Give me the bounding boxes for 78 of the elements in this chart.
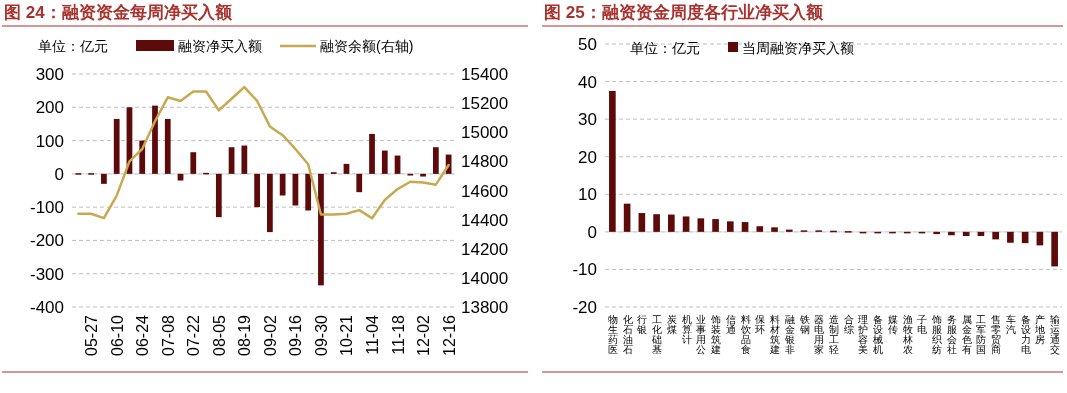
y-tick-label: 200 bbox=[35, 98, 64, 118]
x-tick-label: 计算机 bbox=[681, 314, 692, 345]
y-tick-label: 10 bbox=[578, 185, 597, 205]
x-tick-label: 家用电器 bbox=[814, 314, 825, 355]
x-tick-label: 轻工制造 bbox=[829, 314, 839, 355]
y-tick-label: -10 bbox=[572, 260, 597, 280]
x-tick-label: 12-02 bbox=[415, 314, 433, 356]
x-tick-label: 09-16 bbox=[287, 314, 305, 356]
y-tick-label: -400 bbox=[29, 298, 64, 317]
y-tick-label: 50 bbox=[578, 35, 597, 54]
title: 图 25：融资资金周度各行业净买入额 bbox=[544, 3, 823, 22]
x-tick-label: 农林牧渔 bbox=[901, 314, 913, 355]
x-tick-label: 电子 bbox=[917, 314, 928, 335]
x-tick-label: 纺织服饰 bbox=[931, 314, 943, 355]
x-tick-label: 建筑装饰 bbox=[710, 314, 722, 355]
legend-label: 融资余额(右轴) bbox=[320, 38, 414, 54]
x-tick-label: 基础化工 bbox=[651, 314, 663, 355]
y2-tick-label: 15400 bbox=[461, 65, 509, 84]
y-tick-label: 100 bbox=[35, 131, 64, 151]
y-tick-label: -100 bbox=[29, 198, 64, 218]
title: 图 24：融资资金每周净买入额 bbox=[4, 3, 232, 22]
x-tick-label: 综合 bbox=[843, 314, 854, 335]
x-tick-label: 08-05 bbox=[210, 314, 228, 356]
x-tick-label: 非银金融 bbox=[783, 314, 795, 355]
y-tick-label: -300 bbox=[29, 264, 64, 284]
y-tick-label: 300 bbox=[35, 65, 64, 84]
x-tick-label: 医药生物 bbox=[607, 314, 618, 355]
x-tick-label: 建筑材料 bbox=[769, 314, 781, 355]
x-tick-label: 09-02 bbox=[261, 314, 279, 356]
x-tick-label: 交通运输 bbox=[1050, 314, 1061, 355]
x-tick-label: 05-27 bbox=[83, 314, 101, 356]
y2-tick-label: 15000 bbox=[461, 123, 509, 143]
x-tick-label: 房地产 bbox=[1034, 314, 1046, 345]
x-tick-label: 06-10 bbox=[108, 314, 126, 356]
x-tick-label: 传媒 bbox=[887, 314, 898, 335]
x-tick-label: 通信 bbox=[725, 314, 736, 335]
x-tick-label: 电力设备 bbox=[1020, 314, 1031, 355]
x-tick-label: 08-19 bbox=[236, 314, 254, 356]
x-tick-label: 国防军工 bbox=[976, 314, 987, 355]
y-tick-label: 0 bbox=[587, 222, 597, 242]
y2-tick-label: 14800 bbox=[461, 152, 509, 172]
x-tick-label: 汽车 bbox=[1005, 314, 1016, 335]
x-tick-label: 公用事业 bbox=[696, 314, 707, 355]
x-tick-label: 石油石化 bbox=[622, 314, 633, 355]
y-tick-label: 20 bbox=[578, 147, 597, 167]
x-tick-label: 10-21 bbox=[338, 314, 356, 356]
x-tick-label: 商贸零售 bbox=[991, 314, 1002, 355]
x-tick-label: 食品饮料 bbox=[739, 314, 751, 355]
y2-tick-label: 14000 bbox=[461, 268, 509, 288]
x-tick-label: 钢铁 bbox=[798, 314, 810, 335]
x-tick-label: 煤炭 bbox=[666, 314, 677, 335]
x-tick-label: 美容护理 bbox=[857, 314, 869, 355]
x-tick-label: 07-08 bbox=[159, 314, 177, 356]
x-tick-label: 有色金属 bbox=[961, 314, 972, 355]
y2-tick-label: 14600 bbox=[461, 181, 509, 201]
x-tick-label: 银行 bbox=[636, 314, 648, 335]
y2-tick-label: 14200 bbox=[461, 239, 509, 259]
y-tick-label: -200 bbox=[29, 231, 64, 251]
x-tick-label: 07-22 bbox=[185, 314, 203, 356]
y-tick-label: 40 bbox=[578, 72, 597, 92]
legend-label: 融资净买入额 bbox=[178, 38, 262, 54]
y-tick-label: 0 bbox=[54, 164, 64, 184]
x-tick-label: 09-30 bbox=[312, 314, 330, 356]
y2-tick-label: 14400 bbox=[461, 210, 509, 230]
y-tick-label: 30 bbox=[578, 110, 597, 130]
x-tick-label: 12-16 bbox=[440, 314, 458, 356]
x-tick-label: 06-24 bbox=[134, 314, 152, 356]
x-tick-label: 机械设备 bbox=[873, 314, 884, 355]
annotation: 单位：亿元 bbox=[630, 40, 700, 56]
x-tick-label: 11-04 bbox=[364, 314, 382, 355]
y-tick-label: -20 bbox=[572, 298, 597, 317]
annotation: 单位：亿元 bbox=[38, 38, 108, 54]
y2-tick-label: 15200 bbox=[461, 94, 509, 114]
x-tick-label: 11-18 bbox=[389, 314, 407, 355]
legend-label: 当周融资净买入额 bbox=[742, 40, 854, 56]
x-tick-label: 环保 bbox=[755, 314, 766, 335]
y2-tick-label: 13800 bbox=[461, 298, 509, 317]
x-tick-label: 社会服务 bbox=[946, 314, 957, 355]
